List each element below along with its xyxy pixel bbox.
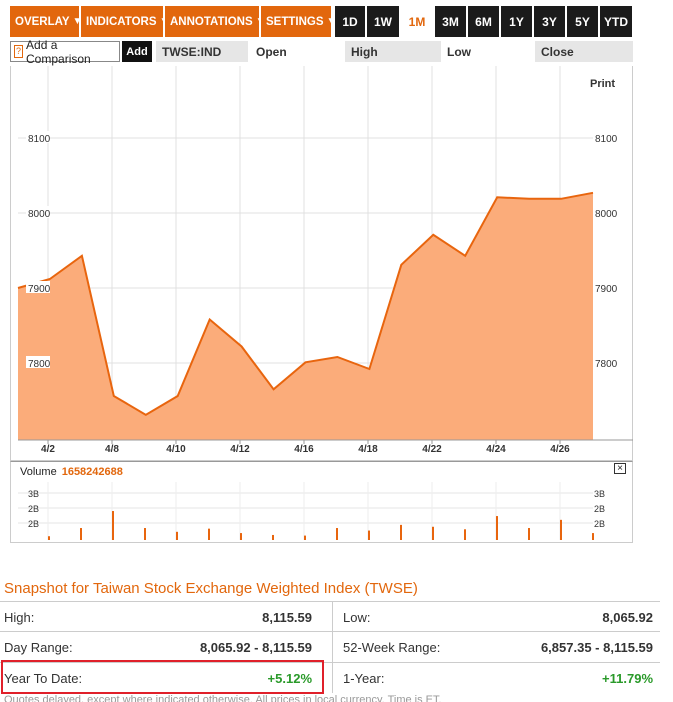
low-label: Low: xyxy=(343,609,371,625)
chevron-down-icon: ▼ xyxy=(256,16,266,27)
ytd-highlight-box xyxy=(1,660,324,694)
volume-title: Volume xyxy=(20,466,57,478)
snapshot-row: High: 8,115.59 Low: 8,065.92 xyxy=(0,601,660,632)
ytd-label: Year To Date: xyxy=(4,670,83,686)
range-6m-button[interactable]: 6M xyxy=(468,6,499,37)
volume-value: 1658242688 xyxy=(61,466,123,478)
comparison-row: ? Add a Comparison Add xyxy=(10,38,152,66)
week52-value: 6,857.35 - 8,115.59 xyxy=(540,639,653,655)
day-range-value: 8,065.92 - 8,115.59 xyxy=(199,639,312,655)
open-field: Open xyxy=(256,44,287,59)
ytd-value: +5.12% xyxy=(267,670,312,686)
low-field: Low xyxy=(447,44,471,59)
range-3m-button[interactable]: 3M xyxy=(435,6,466,37)
comparison-placeholder: Add a Comparison xyxy=(26,37,91,66)
snapshot-row: Day Range: 8,065.92 - 8,115.59 52-Week R… xyxy=(0,631,660,662)
annotations-label: ANNOTATIONS xyxy=(170,15,253,28)
range-3y-button[interactable]: 3Y xyxy=(534,6,565,37)
annotations-menu[interactable]: ANNOTATIONS▼ xyxy=(165,6,266,37)
day-range-label: Day Range: xyxy=(4,639,73,655)
chevron-down-icon: ▼ xyxy=(160,16,170,27)
snapshot-row: Year To Date: +5.12% 1-Year: +11.79% xyxy=(0,662,660,693)
overlay-menu[interactable]: OVERLAY ▼ xyxy=(10,6,82,37)
year1-value: +11.79% xyxy=(602,670,653,686)
print-link[interactable]: Print xyxy=(590,78,616,90)
indicators-menu[interactable]: INDICATORS▼ xyxy=(81,6,169,37)
settings-label: SETTINGS xyxy=(266,15,324,28)
comparison-input[interactable]: ? Add a Comparison xyxy=(10,38,120,66)
column-divider xyxy=(332,632,333,662)
help-icon[interactable]: ? xyxy=(14,45,24,58)
volume-label: Volume 1658242688 xyxy=(20,466,123,478)
price-chart-panel xyxy=(10,66,633,461)
chevron-down-icon: ▼ xyxy=(72,16,83,27)
snapshot-title: Snapshot for Taiwan Stock Exchange Weigh… xyxy=(4,580,418,597)
range-1d-button[interactable]: 1D xyxy=(335,6,365,37)
footnote: Quotes delayed, except where indicated o… xyxy=(4,694,442,702)
settings-menu[interactable]: SETTINGS ▼ xyxy=(261,6,336,37)
add-comparison-button[interactable]: Add xyxy=(122,41,152,62)
range-5y-button[interactable]: 5Y xyxy=(567,6,598,37)
volume-panel xyxy=(10,461,633,543)
overlay-label: OVERLAY xyxy=(15,15,70,28)
week52-label: 52-Week Range: xyxy=(343,639,441,655)
indicators-label: INDICATORS xyxy=(86,15,157,28)
close-icon[interactable]: × xyxy=(614,463,626,474)
chevron-down-icon: ▼ xyxy=(326,16,337,27)
year1-label: 1-Year: xyxy=(343,670,385,686)
range-ytd-button[interactable]: YTD xyxy=(600,6,632,37)
close-field: Close xyxy=(535,41,633,62)
chart-toolbar: OVERLAY▼ INDICATORS▼ ANNOTATIONS▼ SETTIN… xyxy=(10,6,634,37)
range-1m-button[interactable]: 1M xyxy=(401,6,433,37)
column-divider xyxy=(332,602,333,632)
high-value: 8,115.59 xyxy=(262,609,312,625)
column-divider xyxy=(332,663,333,693)
high-label: High: xyxy=(4,609,35,625)
range-1y-button[interactable]: 1Y xyxy=(501,6,532,37)
low-value: 8,065.92 xyxy=(602,609,653,625)
high-field: High xyxy=(345,41,441,62)
symbol-field: TWSE:IND xyxy=(156,41,248,62)
range-1w-button[interactable]: 1W xyxy=(367,6,399,37)
